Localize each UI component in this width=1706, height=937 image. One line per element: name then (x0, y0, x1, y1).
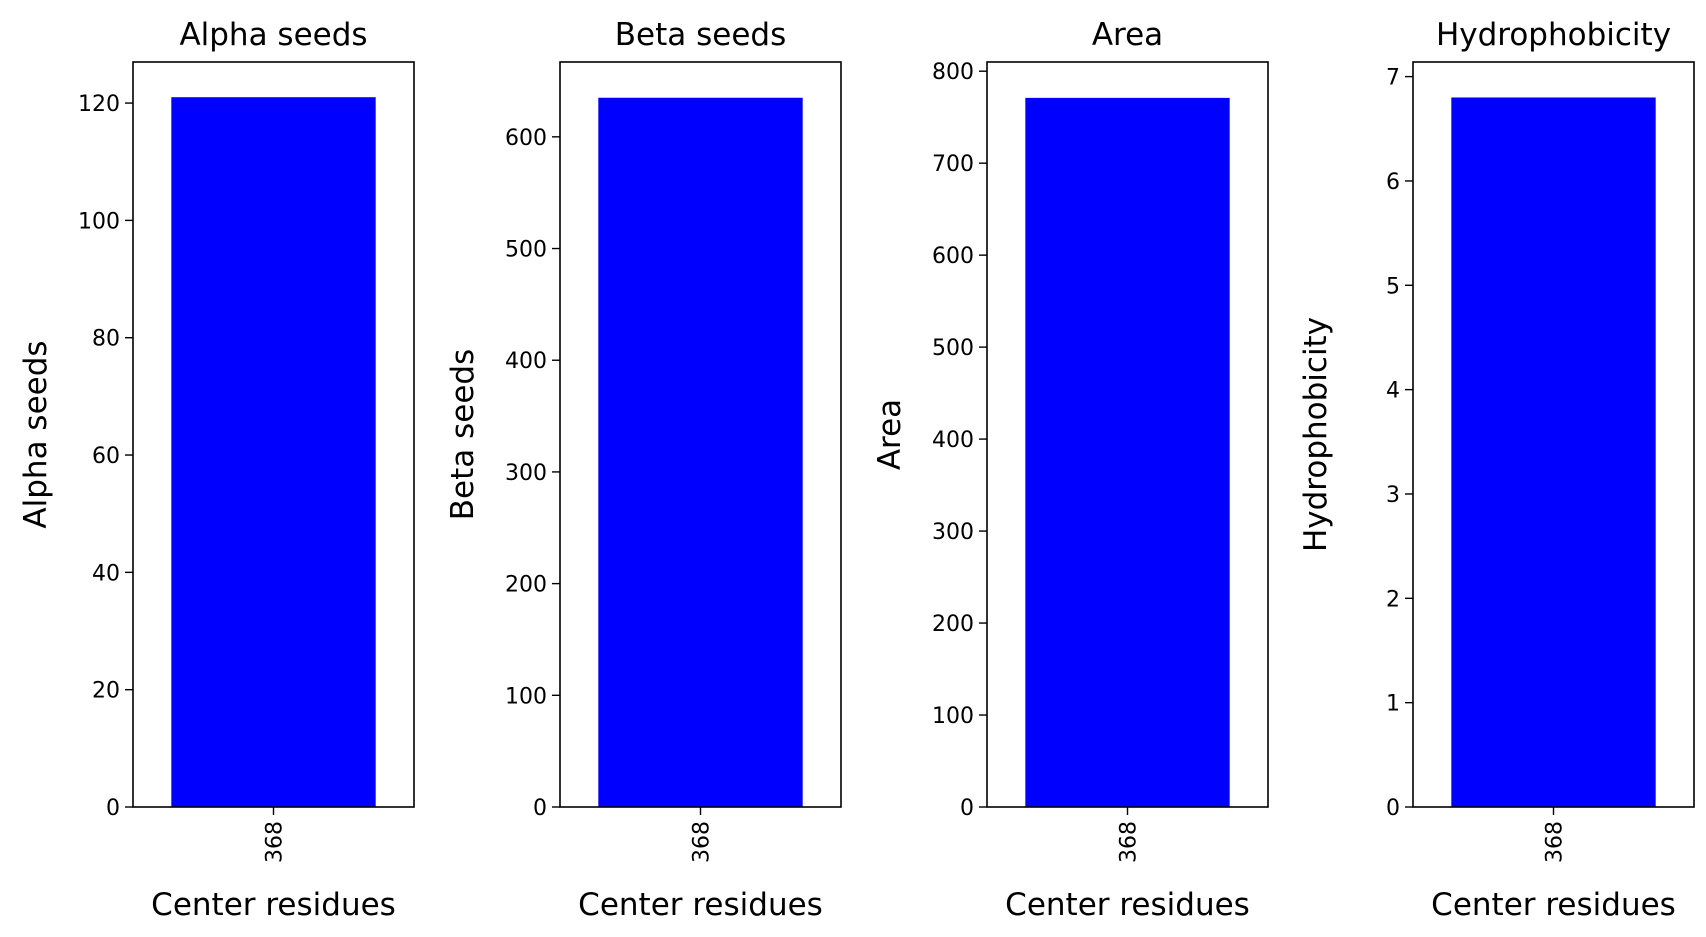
y-tick-label: 300 (505, 461, 547, 486)
y-tick-label: 800 (932, 60, 974, 85)
y-tick-label: 100 (78, 209, 120, 234)
bar (171, 97, 376, 808)
subplot-2: 0 100 200 300 400 500 600 368 Beta seeds Center r… (445, 17, 842, 923)
subplot-title: Hydrophobicity (1436, 17, 1671, 53)
y-tick-label: 200 (505, 573, 547, 598)
y-tick-label: 400 (505, 349, 547, 374)
subplot-3: 0 100 200 300 400 500 600 700 800 368 Area Center r… (872, 17, 1269, 923)
bar (598, 97, 803, 807)
y-tick-label: 100 (505, 684, 547, 709)
x-tick-label: 368 (1543, 821, 1568, 863)
x-axis-label: Center residues (578, 887, 823, 923)
y-tick-label: 4 (1386, 379, 1400, 404)
y-tick-label: 500 (932, 336, 974, 361)
subplot-title: Area (1092, 17, 1163, 53)
subplot-4: 0 1 2 3 4 5 6 7 368 Hydrophobicity Center residues… (1298, 17, 1695, 923)
y-tick-label: 200 (932, 612, 974, 637)
y-tick-label: 5 (1386, 274, 1400, 299)
y-tick-label: 80 (92, 327, 120, 352)
y-tick-label: 40 (92, 561, 120, 586)
y-tick-label: 600 (932, 244, 974, 269)
bar (1451, 97, 1656, 807)
y-tick-label: 120 (78, 92, 120, 117)
x-tick-label: 368 (690, 821, 715, 863)
bar (1025, 97, 1230, 808)
y-tick-label: 2 (1386, 587, 1400, 612)
subplot-title: Beta seeds (615, 17, 786, 53)
y-tick-label: 7 (1386, 66, 1400, 91)
y-axis-label: Beta seeds (445, 349, 481, 520)
y-axis-label: Alpha seeds (18, 340, 54, 528)
x-axis-label: Center residues (1431, 887, 1676, 923)
y-tick-label: 0 (960, 796, 974, 821)
subplot-title: Alpha seeds (179, 17, 367, 53)
y-tick-label: 0 (1386, 796, 1400, 821)
y-tick-label: 6 (1386, 170, 1400, 195)
subplot-1: 0 20 40 60 80 100 120 368 Alpha seeds Center resi… (18, 17, 415, 923)
x-axis-label: Center residues (1005, 887, 1250, 923)
y-axis-label: Area (872, 399, 908, 470)
y-tick-label: 0 (106, 796, 120, 821)
x-tick-label: 368 (263, 821, 288, 863)
y-tick-label: 1 (1386, 692, 1400, 717)
y-tick-label: 700 (932, 152, 974, 177)
y-tick-label: 500 (505, 238, 547, 263)
y-tick-label: 600 (505, 126, 547, 151)
y-tick-label: 60 (92, 444, 120, 469)
y-tick-label: 300 (932, 520, 974, 545)
x-axis-label: Center residues (151, 887, 396, 923)
y-tick-label: 400 (932, 428, 974, 453)
y-tick-label: 0 (533, 796, 547, 821)
x-tick-label: 368 (1117, 821, 1142, 863)
y-axis-label: Hydrophobicity (1298, 317, 1334, 552)
y-tick-label: 100 (932, 704, 974, 729)
y-tick-label: 20 (92, 679, 120, 704)
y-tick-label: 3 (1386, 483, 1400, 508)
